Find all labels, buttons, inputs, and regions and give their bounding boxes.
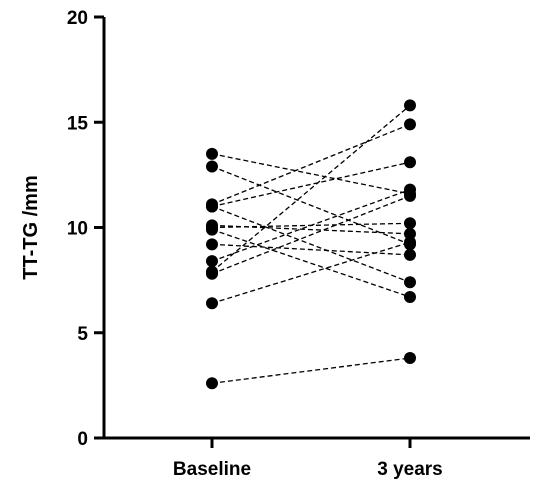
data-point [206,267,218,280]
pair-line [211,243,411,256]
data-point [404,227,416,240]
pair-line [211,104,411,273]
pair-line [211,195,411,275]
data-point [404,217,416,230]
y-axis: 0 5 10 15 20 [67,8,106,450]
data-point [404,352,416,365]
x-tick-label: 3 years [377,459,443,480]
data-point [404,236,416,249]
data-point [206,297,218,310]
pair-line [211,123,411,205]
pair-lines [211,104,411,384]
x-axis: Baseline 3 years [102,436,530,480]
data-point [206,160,218,173]
data-point [404,99,416,112]
pair-line [211,228,411,298]
data-point [404,189,416,202]
data-point [206,223,218,236]
data-point [206,147,218,160]
y-tick-label: 10 [67,219,88,240]
y-tick-label: 20 [67,8,88,29]
data-point [206,200,218,213]
pair-line [211,161,411,208]
data-point [404,118,416,131]
pair-line [211,153,411,195]
data-point [206,255,218,268]
y-axis-title: TT-TG /mm [20,175,42,279]
data-points [206,99,416,390]
data-point [404,276,416,289]
data-point [404,290,416,303]
y-tick-label: 15 [67,113,89,134]
data-point [404,248,416,261]
pair-line [211,165,411,245]
y-tick-label: 5 [77,324,88,345]
pair-line [211,241,411,304]
y-tick-label: 0 [77,429,88,450]
pair-line [211,188,411,262]
data-point [206,238,218,251]
pair-line [211,224,411,235]
pair-line [211,205,411,283]
pair-line [211,357,411,384]
data-point [404,156,416,169]
x-tick-label: Baseline [173,459,251,480]
data-point [206,377,218,390]
